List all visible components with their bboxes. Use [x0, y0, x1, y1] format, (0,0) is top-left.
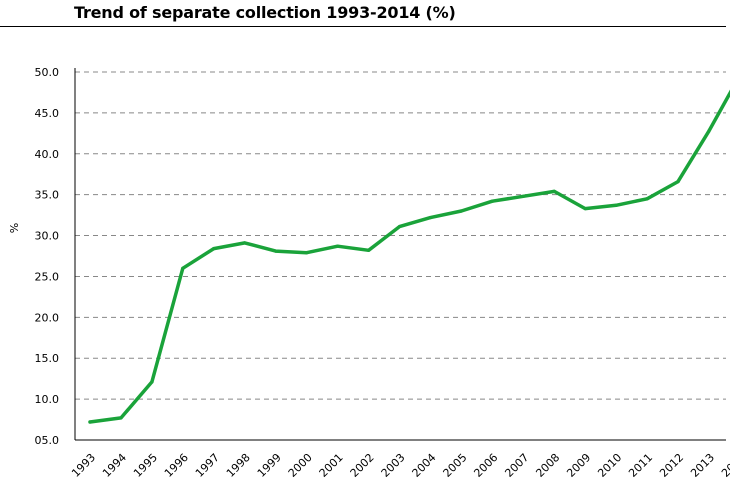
y-tick-label: 45.0: [35, 107, 60, 120]
y-tick-label: 20.0: [35, 311, 60, 324]
data-point: [181, 266, 185, 270]
data-point: [150, 380, 154, 384]
gridlines: [75, 71, 726, 400]
data-point: [243, 241, 247, 245]
data-point: [397, 224, 402, 229]
y-tick-label: 50.0: [35, 66, 60, 79]
x-tick-label: 2007: [502, 451, 531, 480]
x-tick-label: 2010: [595, 451, 624, 480]
series: [88, 89, 730, 424]
data-point: [614, 203, 618, 207]
y-tick-label: 40.0: [35, 148, 60, 161]
x-tick-label: 2002: [348, 451, 377, 480]
data-point: [428, 215, 433, 220]
x-tick-label: 2009: [564, 451, 593, 480]
data-point: [336, 244, 340, 248]
y-tick-label: 25.0: [35, 270, 60, 283]
data-point: [583, 206, 587, 211]
data-point: [212, 247, 216, 251]
y-tick-label: 35.0: [35, 189, 60, 202]
x-tick-label: 1998: [224, 451, 253, 480]
x-tick-label: 1994: [100, 451, 129, 480]
data-point: [119, 416, 123, 420]
data-point: [707, 129, 711, 133]
data-point: [459, 209, 463, 213]
axes: [74, 68, 726, 441]
x-tick-label: 2011: [626, 451, 655, 480]
data-point: [645, 197, 649, 201]
x-tick-label: 2005: [441, 451, 470, 480]
x-tick-label: 1999: [255, 451, 284, 480]
x-tick-label: 2014: [719, 451, 730, 480]
x-tick-label: 1993: [69, 451, 98, 480]
x-tick-label: 2000: [286, 451, 315, 480]
data-point: [676, 179, 680, 184]
x-tick-labels: 1993 1994 1995 1996 1997 1998 1999 2000 2001 2002…: [69, 451, 730, 480]
x-tick-label: 1996: [162, 451, 191, 480]
y-tick-label: 15.0: [35, 352, 60, 365]
y-tick-labels: 05.0 10.0 15.0 20.0 25.0 30.0 35.0 40.0 45.0 50.0: [35, 66, 60, 447]
data-point: [366, 248, 371, 252]
y-axis-label: %: [8, 223, 21, 233]
title-rule: [0, 26, 726, 27]
y-tick-label: 30.0: [35, 230, 60, 243]
data-point: [552, 189, 556, 193]
data-point: [274, 249, 278, 253]
x-tick-label: 2003: [379, 451, 408, 480]
chart-title: Trend of separate collection 1993-2014 (…: [74, 3, 456, 22]
x-tick-label: 1995: [131, 451, 160, 480]
series-line: [88, 89, 730, 424]
x-tick-label: 2013: [688, 451, 717, 480]
data-point: [490, 199, 494, 203]
x-tick-label: 2001: [317, 451, 346, 480]
y-tick-label: 05.0: [35, 434, 60, 447]
x-tick-label: 2008: [533, 451, 562, 480]
x-tick-label: 2012: [657, 451, 686, 480]
data-point: [88, 420, 92, 424]
x-tick-label: 2004: [410, 451, 439, 480]
x-tick-label: 1997: [193, 451, 222, 480]
x-tick-label: 2006: [471, 451, 500, 480]
data-point: [305, 251, 309, 255]
y-tick-label: 10.0: [35, 393, 60, 406]
data-point: [521, 194, 525, 198]
